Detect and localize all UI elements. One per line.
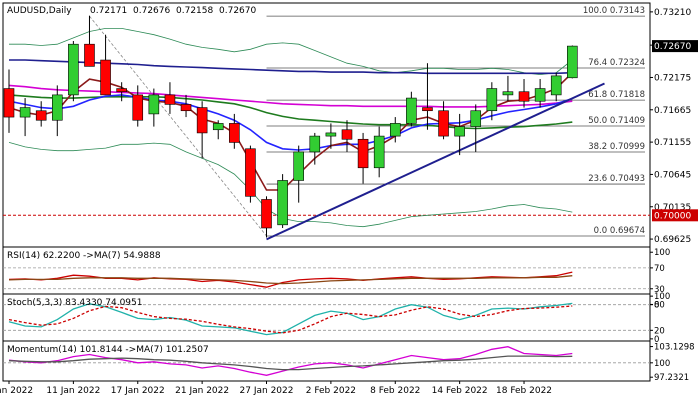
current-price-label: 0.72670 [654, 42, 691, 52]
candle-bear [100, 59, 111, 96]
candle-bear [84, 43, 95, 67]
candle-bear [132, 94, 144, 121]
ohlc-value: 0.72676 [133, 6, 170, 16]
current-price-tag [652, 40, 698, 53]
candle-bull [470, 110, 482, 127]
candle-bull [277, 180, 288, 226]
candle-bear [438, 110, 449, 137]
candle-bull [389, 123, 401, 137]
rsi-tick-label: 100 [654, 248, 670, 258]
bollinger-lower-line [8, 142, 573, 228]
candle-bull [454, 126, 465, 137]
ohlc-value: 0.72171 [90, 6, 127, 16]
candle-bull [293, 151, 304, 181]
price-tick-label: 0.70135 [654, 203, 691, 213]
rsi-tick-label: 70 [654, 264, 665, 274]
ohlc-value: 0.72158 [176, 6, 213, 16]
date-tick-label: 14 Feb 2022 [432, 386, 488, 396]
momentum-series-2 [8, 355, 573, 371]
price-tick-label: 0.72175 [654, 73, 691, 83]
candle-bear [116, 88, 127, 93]
stoch-tick-label: 20 [654, 326, 665, 336]
price-tick-label: 0.70645 [654, 170, 691, 180]
candle-bear [422, 107, 433, 112]
candle-bear [518, 91, 530, 102]
rsi-tick-label: 30 [654, 285, 665, 295]
candle-bear [357, 138, 369, 169]
momentum-tick-label: 100 [654, 359, 670, 369]
candle-bear [35, 110, 47, 121]
candle-bear [180, 104, 192, 112]
stoch-tick-label: 0 [654, 335, 659, 345]
candle-bull [212, 123, 224, 131]
date-tick-label: 5 Jan 2022 [0, 386, 33, 396]
price-tick-label: 0.71155 [654, 138, 691, 148]
candle-bull [486, 88, 498, 112]
stoch-series-1 [8, 302, 573, 336]
rsi-label: RSI(14) 62.2200 ->MA(7) 54.9888 [7, 251, 161, 261]
momentum-tick-label: 103.1298 [654, 343, 695, 353]
date-tick-label: 21 Jan 2022 [175, 386, 229, 396]
candle-bear [261, 199, 272, 229]
fib-level-label: 50.0 0.71409 [588, 116, 645, 126]
ohlc-value: 0.72670 [219, 6, 256, 16]
date-tick-label: 27 Jan 2022 [240, 386, 294, 396]
candle-bull [19, 107, 31, 118]
candle-bull [502, 91, 514, 96]
candle-bull [567, 45, 578, 79]
indicator-panel-frame-3 [2, 340, 651, 382]
stoch-label: Stoch(5,3,3) 83.4330 74.0951 [7, 298, 142, 308]
price-tick-label: 0.73210 [654, 8, 691, 18]
date-tick-label: 8 Feb 2022 [370, 386, 420, 396]
momentum-label: Momentum(14) 101.8144 ->MA(7) 101.2507 [7, 345, 209, 355]
fib-level-label: 76.4 0.72324 [588, 58, 645, 68]
date-tick-label: 18 Feb 2022 [496, 386, 552, 396]
candle-bear [3, 88, 15, 118]
stoch-tick-label: 80 [654, 301, 665, 311]
uptrend-line [266, 82, 605, 241]
date-tick-label: 2 Feb 2022 [306, 386, 356, 396]
date-tick-label: 11 Jan 2022 [46, 386, 100, 396]
fibonacci-levels: 100.0 0.73143 76.4 0.72324 61.8 0.71818 50.… [266, 6, 645, 237]
candle-bull [550, 75, 562, 96]
candle-bull [309, 135, 321, 153]
support-price-label: 0.70000 [654, 211, 691, 221]
fib-level-label: 100.0 0.73143 [583, 6, 645, 16]
candle-bull [51, 94, 63, 121]
candle-bear [245, 148, 256, 197]
rsi-series-2 [8, 275, 573, 285]
candle-bear [229, 123, 240, 143]
candle-bull [373, 135, 385, 169]
date-axis: 5 Jan 2022 11 Jan 2022 17 Jan 2022 21 Jan 2… [0, 381, 552, 396]
momentum-tick-label: 97.2321 [654, 373, 689, 383]
price-tick-label: 0.69625 [654, 235, 691, 245]
candle-bear [341, 129, 353, 140]
candle-bull [406, 97, 417, 124]
candles [3, 15, 578, 238]
support-price-tag [652, 209, 698, 222]
date-tick-label: 17 Jan 2022 [111, 386, 165, 396]
fib-dashed-line [89, 15, 267, 237]
fib-level-label: 23.6 0.70493 [588, 174, 645, 184]
symbol-label: AUDUSD,Daily [7, 6, 72, 16]
stoch-tick-label: 100 [654, 292, 670, 302]
candle-bull [325, 132, 337, 137]
candle-bull [68, 43, 79, 96]
fib-level-label: 61.8 0.71818 [588, 90, 645, 100]
candle-bull [534, 88, 546, 102]
price-tick-label: 0.71665 [654, 106, 691, 116]
candle-bear [164, 94, 176, 105]
bollinger-upper-line [9, 27, 573, 76]
fib-level-label: 0.0 0.69674 [594, 226, 645, 236]
candle-bear [196, 107, 208, 134]
fib-level-label: 38.2 0.70999 [588, 142, 645, 152]
rsi-tick-label: 0 [654, 300, 659, 310]
candle-bull [148, 94, 160, 115]
stoch-series-2 [8, 305, 573, 334]
